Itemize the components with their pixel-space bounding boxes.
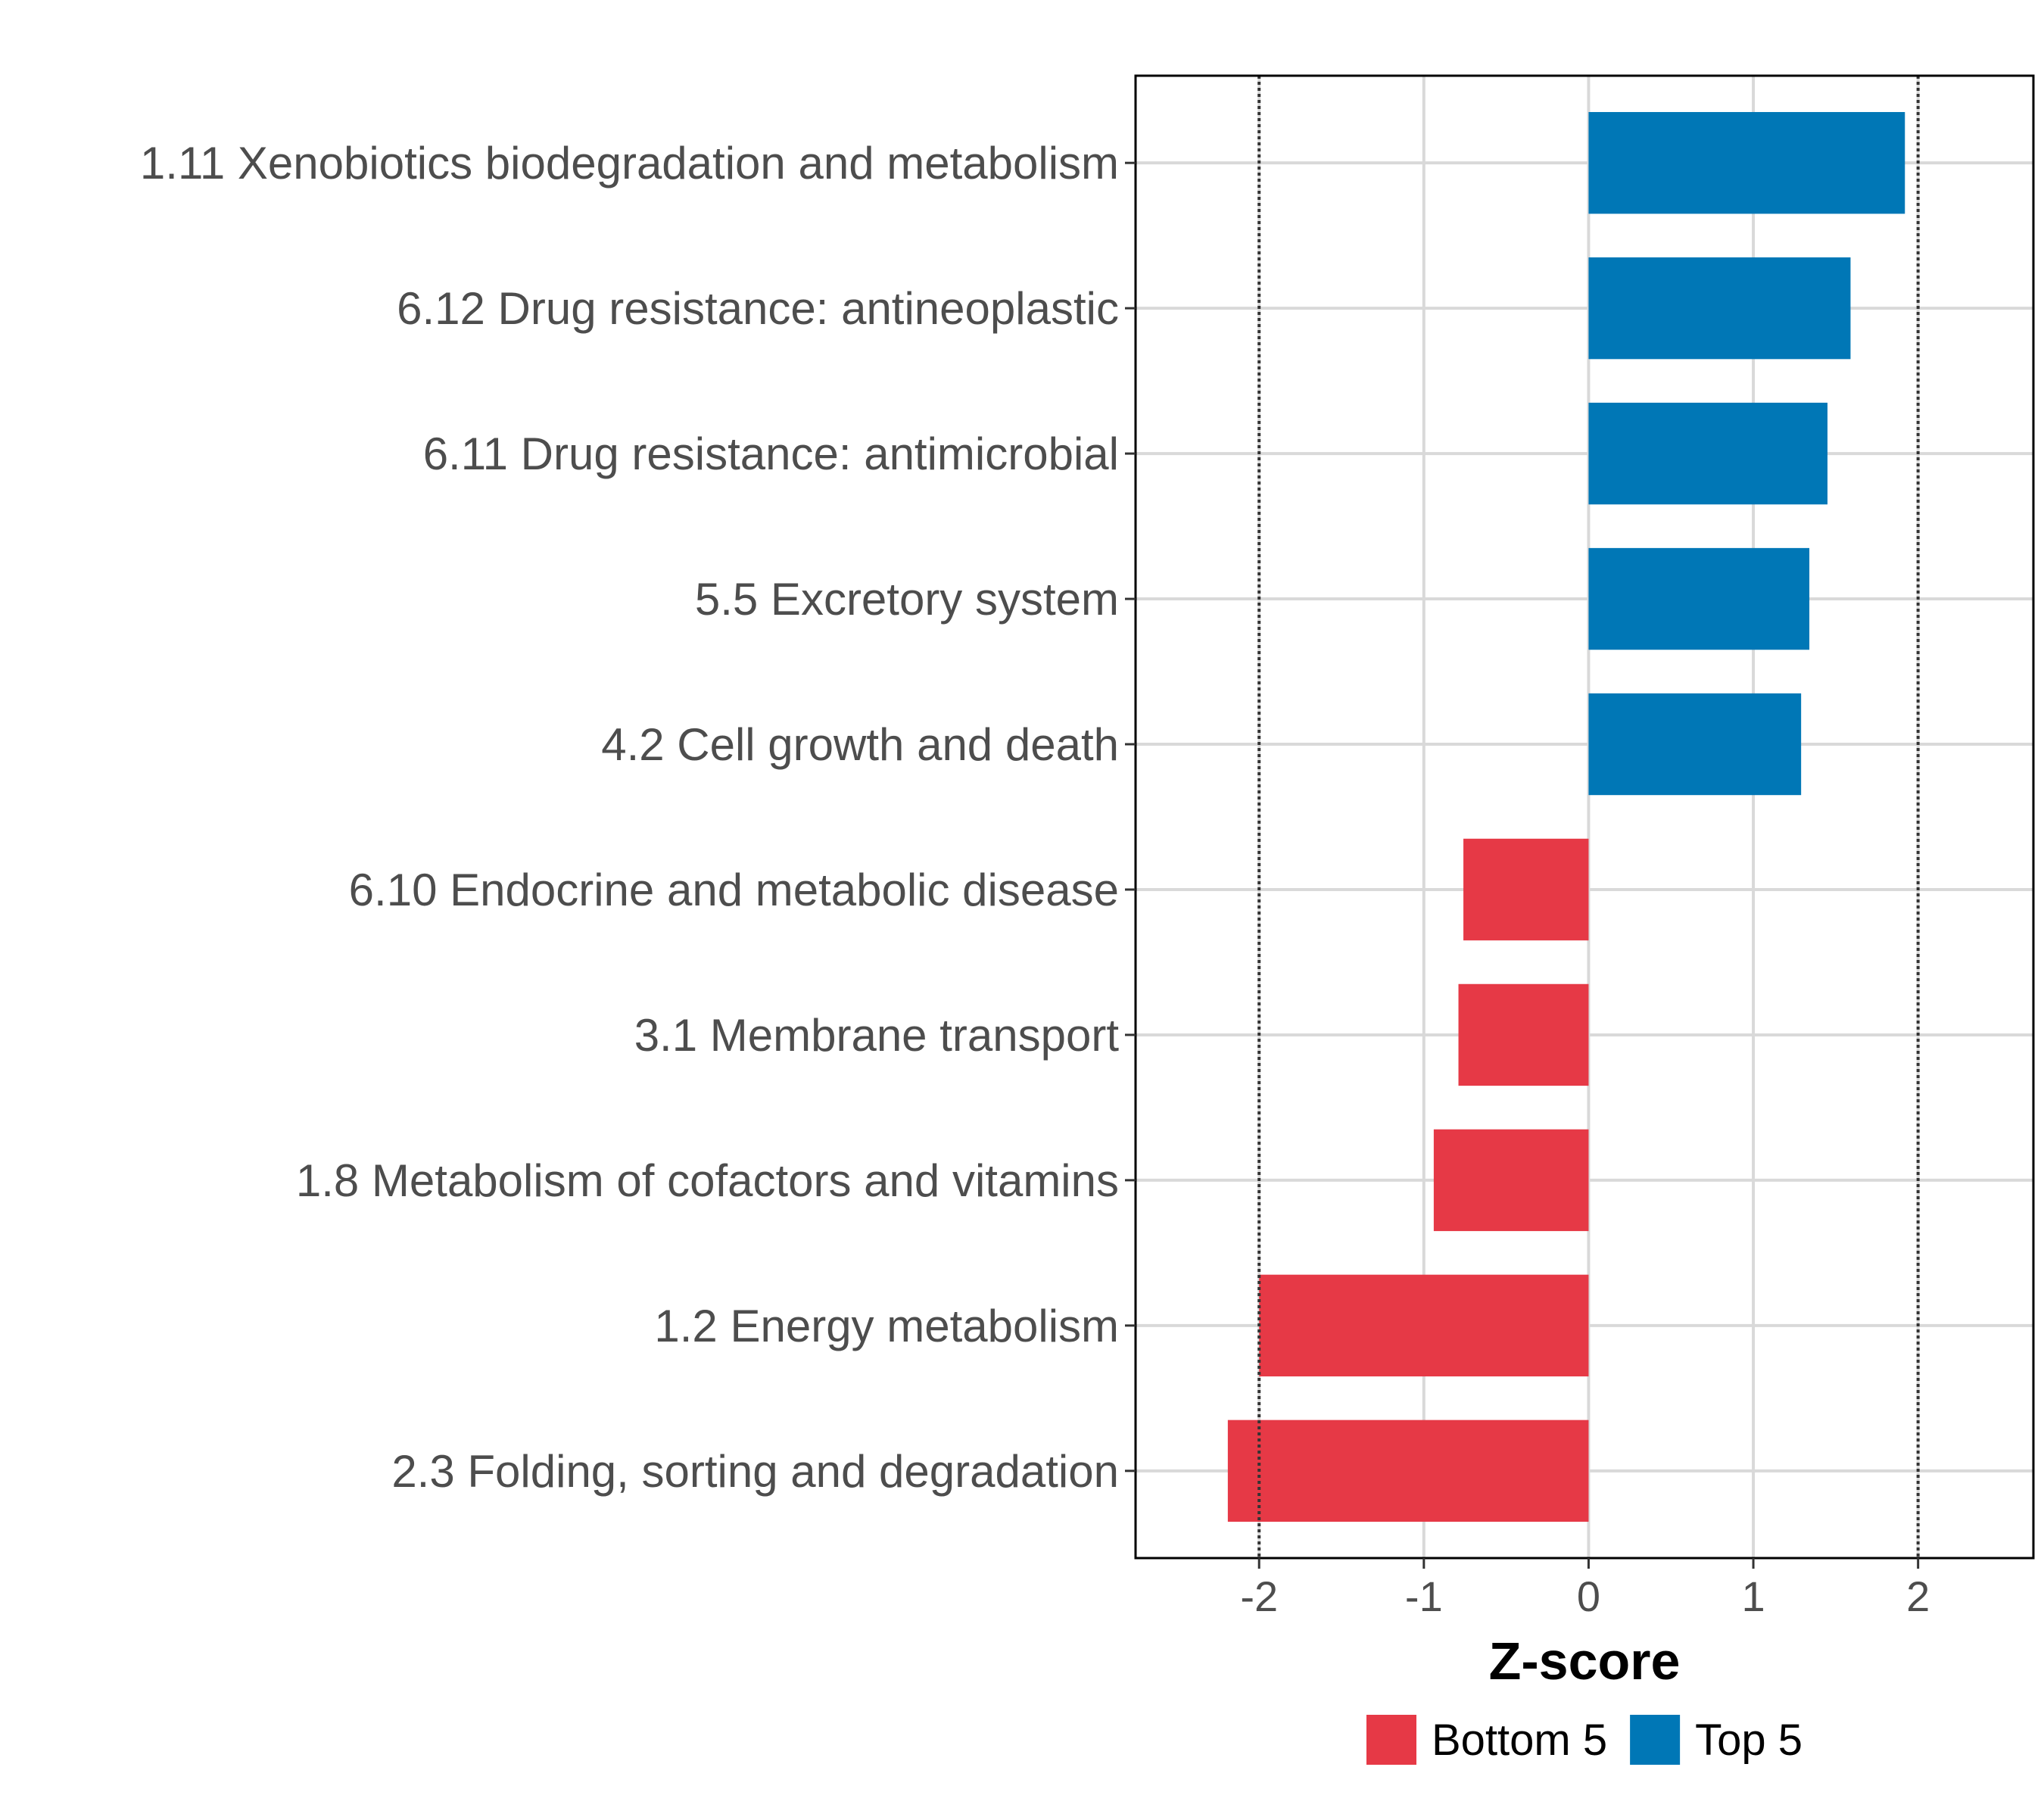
- bars: [1227, 111, 1905, 1522]
- legend: Bottom 5 Top 5: [1366, 1715, 1803, 1765]
- y-axis-ticks: 1.11 Xenobiotics biodegradation and meta…: [140, 138, 1136, 1497]
- x-axis-title: Z-score: [1489, 1632, 1681, 1691]
- bar-top5: [1588, 547, 1810, 650]
- category-label: 1.11 Xenobiotics biodegradation and meta…: [140, 138, 1119, 189]
- bar-top5: [1588, 257, 1851, 360]
- x-tick-label: -1: [1405, 1572, 1443, 1620]
- reference-lines: [1257, 76, 1920, 1558]
- legend-key-top5: [1630, 1715, 1681, 1765]
- x-tick-label: -2: [1240, 1572, 1278, 1620]
- bar-bottom5: [1458, 983, 1589, 1086]
- category-label: 6.11 Drug resistance: antimicrobial: [423, 429, 1119, 479]
- bar-bottom5: [1259, 1274, 1589, 1377]
- category-label: 6.12 Drug resistance: antineoplastic: [397, 283, 1119, 334]
- bar-bottom5: [1227, 1420, 1589, 1522]
- category-label: 6.10 Endocrine and metabolic disease: [349, 865, 1119, 915]
- bar-top5: [1588, 693, 1802, 796]
- legend-label: Bottom 5: [1432, 1716, 1607, 1765]
- legend-key-bottom5: [1366, 1715, 1416, 1765]
- category-label: 1.2 Energy metabolism: [654, 1301, 1119, 1351]
- plot-panel-border: [1134, 74, 2035, 1560]
- x-axis-ticks: -2 -1 0 1 2: [1240, 1558, 1930, 1620]
- category-label: 5.5 Excretory system: [695, 574, 1119, 625]
- x-tick-label: 1: [1741, 1572, 1765, 1620]
- bar-bottom5: [1463, 838, 1589, 941]
- category-label: 4.2 Cell growth and death: [601, 719, 1119, 770]
- x-tick-label: 2: [1906, 1572, 1930, 1620]
- legend-label: Top 5: [1695, 1716, 1803, 1765]
- category-label: 3.1 Membrane transport: [634, 1010, 1120, 1061]
- bar-top5: [1588, 402, 1827, 505]
- x-tick-label: 0: [1577, 1572, 1600, 1620]
- bar-bottom5: [1433, 1129, 1589, 1232]
- category-label: 1.8 Metabolism of cofactors and vitamins: [296, 1155, 1119, 1206]
- category-label: 2.3 Folding, sorting and degradation: [391, 1446, 1119, 1497]
- bar-top5: [1588, 111, 1905, 214]
